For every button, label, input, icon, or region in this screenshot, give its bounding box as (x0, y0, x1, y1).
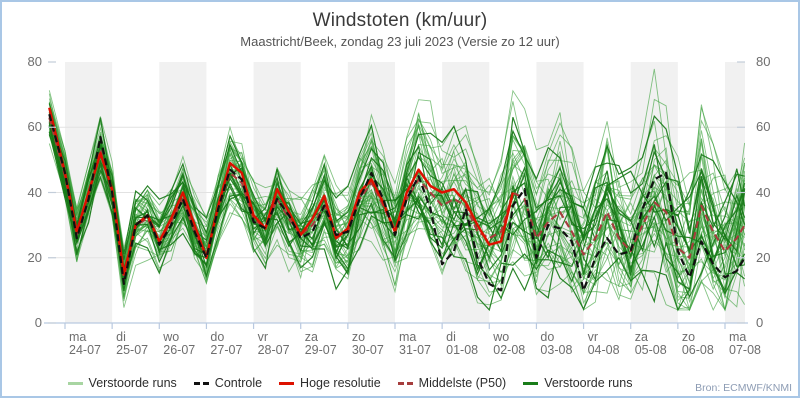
y-axis-tick-label: 40 (756, 184, 771, 200)
line-swatch-icon (523, 381, 539, 385)
x-axis-tick-label: di 01-08 (446, 330, 479, 357)
x-axis-tick-label: do 27-07 (210, 330, 243, 357)
legend-item-verstoorde-runs-light: Verstoorde runs (67, 376, 177, 390)
series-line-controle (48, 113, 746, 292)
legend-item-middelste-p50: Middelste (P50) (397, 376, 507, 390)
ensemble-member-line (48, 143, 746, 306)
legend-label: Controle (214, 376, 263, 390)
ensemble-member-dark-line (48, 121, 746, 312)
x-axis-tick-label: zo 06-08 (681, 330, 714, 357)
ensemble-member-line (48, 118, 746, 279)
ensemble-member-line (48, 123, 746, 282)
ensemble-member-line (48, 93, 745, 305)
x-axis-tick-label: ma 24-07 (69, 330, 101, 357)
legend-label: Middelste (P50) (418, 376, 507, 390)
line-swatch-icon (279, 381, 295, 385)
ensemble-member-dark-line (48, 115, 746, 293)
y-axis-tick-label: 40 (27, 184, 42, 200)
y-axis-tick-label: 20 (27, 249, 42, 265)
legend-label: Hoge resolutie (300, 376, 381, 390)
line-swatch-icon (67, 381, 83, 385)
dashed-line-swatch-icon (397, 381, 413, 385)
ensemble-member-dark-line (48, 117, 745, 291)
chart-subtitle: Maastricht/Beek, zondag 23 juli 2023 (Ve… (240, 34, 560, 49)
x-axis-tick-label: ma 31-07 (399, 330, 431, 357)
y-axis-tick-label: 0 (756, 315, 764, 330)
ensemble-member-dark-line (48, 112, 745, 312)
x-axis-tick-label: wo 02-08 (493, 330, 526, 357)
source-credit: Bron: ECMWF/KNMI (695, 382, 792, 394)
y-axis-tick-label: 80 (756, 54, 771, 69)
y-axis-tick-label: 20 (756, 249, 771, 265)
series-line-hoge-resolutie (48, 107, 515, 276)
legend-item-verstoorde-runs-dark: Verstoorde runs (523, 376, 632, 390)
y-axis-tick-label: 60 (756, 119, 771, 135)
bottom-edge (0, 396, 800, 398)
x-axis-tick-label: wo 26-07 (163, 330, 196, 357)
y-axis-tick-label: 80 (27, 54, 42, 69)
ensemble-member-line (48, 98, 746, 293)
legend-item-controle: Controle (193, 376, 263, 390)
chart-title: Windstoten (km/uur) (312, 10, 488, 31)
x-axis-tick-label: vr 04-08 (587, 330, 620, 357)
x-axis-tick-label: za 05-08 (634, 330, 667, 357)
ensemble-member-dark-line (48, 125, 746, 291)
ensemble-member-line (48, 99, 746, 292)
x-axis-tick-label: ma 07-08 (729, 330, 761, 357)
legend-label: Verstoorde runs (88, 376, 177, 390)
x-axis-tick-label: za 29-07 (304, 330, 337, 357)
ensemble-member-dark-line (48, 103, 746, 300)
legend-item-hoge-resolutie: Hoge resolutie (279, 376, 381, 390)
y-axis-tick-label: 0 (34, 315, 42, 330)
legend-label: Verstoorde runs (544, 376, 633, 390)
dashed-line-swatch-icon (193, 381, 209, 385)
y-axis-tick-label: 60 (27, 119, 42, 135)
x-axis-tick-label: di 25-07 (116, 330, 149, 357)
x-axis-tick-label: do 03-08 (540, 330, 573, 357)
x-axis-tick-label: vr 28-07 (257, 330, 290, 357)
x-axis-tick-label: zo 30-07 (351, 330, 384, 357)
chart-legend: Verstoorde runs Controle Hoge resolutie … (2, 376, 798, 390)
